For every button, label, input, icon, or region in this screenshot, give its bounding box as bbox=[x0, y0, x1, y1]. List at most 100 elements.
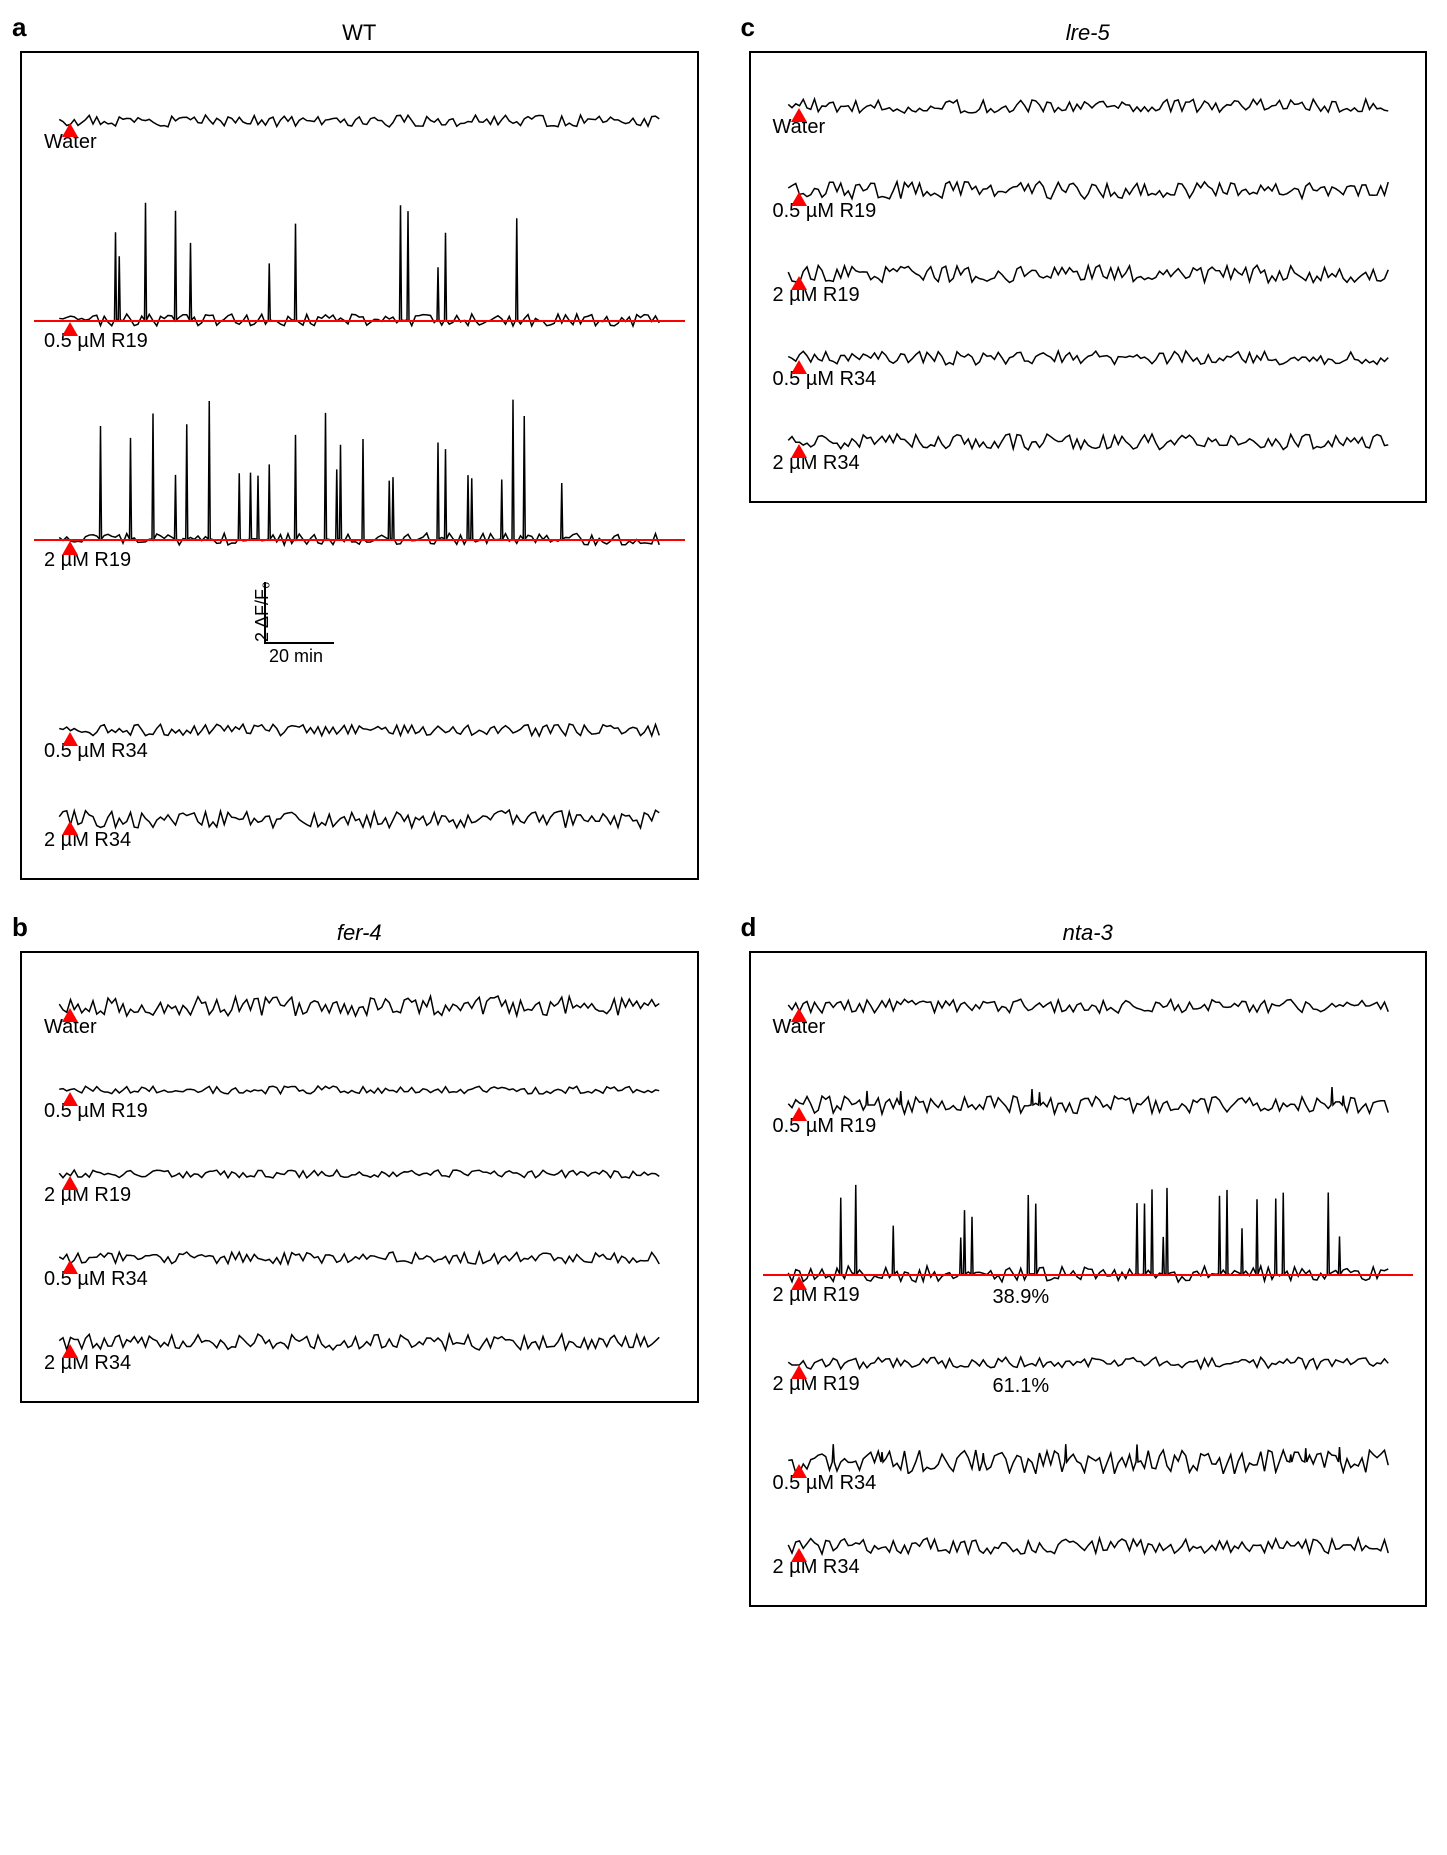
trace-svg bbox=[34, 361, 685, 551]
panel-letter: c bbox=[741, 12, 755, 43]
trace-path bbox=[788, 181, 1388, 198]
trace-svg bbox=[763, 231, 1414, 286]
trace-path bbox=[59, 996, 659, 1016]
trace-row: 0.5 µM R34 bbox=[763, 315, 1414, 391]
trace-path bbox=[59, 1252, 659, 1264]
trace-label: 2 µM R19 bbox=[773, 1373, 1414, 1396]
stimulus-arrow-icon bbox=[791, 108, 807, 122]
stimulus-arrow-icon bbox=[62, 541, 78, 555]
trace-row: 2 µM R1961.1% bbox=[763, 1315, 1414, 1396]
figure-root: aWTWater0.5 µM R192 µM R192 ΔF/F₀20 min0… bbox=[20, 20, 1427, 1607]
trace-row: 2 µM R34 bbox=[763, 1503, 1414, 1579]
panel-b: bfer-4Water0.5 µM R192 µM R190.5 µM R342… bbox=[20, 920, 699, 1607]
panel-title: nta-3 bbox=[749, 920, 1428, 946]
stimulus-arrow-icon bbox=[791, 1464, 807, 1478]
trace-row: 2 µM R19 bbox=[763, 231, 1414, 307]
trace-path bbox=[788, 434, 1388, 450]
trace-svg bbox=[763, 1315, 1414, 1375]
trace-svg bbox=[763, 399, 1414, 454]
trace-label: 0.5 µM R34 bbox=[44, 1268, 685, 1291]
trace-path bbox=[59, 1170, 659, 1178]
trace-label: Water bbox=[44, 131, 685, 154]
stimulus-arrow-icon bbox=[62, 1008, 78, 1022]
panel-box: Water 0.5 µM R19 2 µM R19 0.5 µM R34 2 µM R3… bbox=[20, 951, 699, 1403]
trace-row: 2 µM R34 bbox=[763, 399, 1414, 475]
trace-svg bbox=[763, 147, 1414, 202]
panel-letter: d bbox=[741, 912, 757, 943]
trace-row: Water bbox=[34, 63, 685, 154]
scale-bar-x-label: 20 min bbox=[269, 646, 323, 667]
trace-label: 2 µM R19 bbox=[773, 284, 1414, 307]
trace-label: Water bbox=[773, 1016, 1414, 1039]
stimulus-arrow-icon bbox=[791, 360, 807, 374]
trace-path bbox=[788, 1538, 1388, 1554]
stimulus-arrow-icon bbox=[791, 1008, 807, 1022]
stimulus-arrow-icon bbox=[791, 1548, 807, 1562]
trace-svg bbox=[763, 1503, 1414, 1558]
stimulus-arrow-icon bbox=[791, 1107, 807, 1121]
stimulus-arrow-icon bbox=[791, 1365, 807, 1379]
trace-row: Water bbox=[34, 963, 685, 1039]
trace-row: 2 µM R34 bbox=[34, 1299, 685, 1375]
panel-letter: b bbox=[12, 912, 28, 943]
trace-svg bbox=[34, 63, 685, 133]
trace-label: 2 µM R34 bbox=[773, 1556, 1414, 1579]
panel-title: fer-4 bbox=[20, 920, 699, 946]
trace-row: 0.5 µM R34 bbox=[34, 1215, 685, 1291]
trace-svg bbox=[763, 1146, 1414, 1286]
trace-label: 2 µM R34 bbox=[44, 829, 685, 852]
trace-svg bbox=[34, 963, 685, 1018]
stimulus-arrow-icon bbox=[62, 1176, 78, 1190]
trace-svg bbox=[763, 963, 1414, 1018]
trace-row: Water bbox=[763, 963, 1414, 1039]
trace-label: 0.5 µM R34 bbox=[44, 740, 685, 763]
trace-label: 2 µM R19 bbox=[773, 1284, 1414, 1307]
baseline-redline bbox=[763, 1274, 1414, 1276]
panel-c: clre-5Water0.5 µM R192 µM R190.5 µM R342… bbox=[749, 20, 1428, 880]
trace-path bbox=[788, 99, 1388, 113]
percent-label: 61.1% bbox=[993, 1375, 1050, 1398]
stimulus-arrow-icon bbox=[62, 322, 78, 336]
trace-path bbox=[788, 265, 1388, 283]
trace-svg bbox=[34, 162, 685, 332]
trace-path bbox=[59, 810, 659, 828]
panel-a: aWTWater0.5 µM R192 µM R192 ΔF/F₀20 min0… bbox=[20, 20, 699, 880]
trace-svg bbox=[763, 1047, 1414, 1117]
trace-svg bbox=[34, 682, 685, 742]
trace-path bbox=[788, 999, 1388, 1013]
trace-path bbox=[788, 1357, 1388, 1369]
trace-path bbox=[788, 1444, 1388, 1474]
trace-path bbox=[788, 1087, 1388, 1114]
panel-box: Water0.5 µM R192 µM R1938.9%2 µM R1961.1… bbox=[749, 951, 1428, 1607]
scale-bar: 2 ΔF/F₀20 min bbox=[234, 582, 685, 672]
trace-label: 0.5 µM R34 bbox=[773, 1472, 1414, 1495]
stimulus-arrow-icon bbox=[791, 276, 807, 290]
trace-path bbox=[788, 351, 1388, 365]
trace-svg bbox=[763, 315, 1414, 370]
baseline-redline bbox=[34, 539, 685, 541]
baseline-redline bbox=[34, 320, 685, 322]
trace-row: 2 µM R34 bbox=[34, 771, 685, 852]
stimulus-arrow-icon bbox=[791, 444, 807, 458]
stimulus-arrow-icon bbox=[62, 821, 78, 835]
trace-row: 0.5 µM R34 bbox=[34, 682, 685, 763]
trace-label: 2 µM R19 bbox=[44, 549, 685, 572]
trace-label: Water bbox=[44, 1016, 685, 1039]
trace-svg bbox=[34, 1047, 685, 1102]
trace-path bbox=[59, 115, 659, 127]
trace-svg bbox=[34, 1299, 685, 1354]
trace-row: 0.5 µM R19 bbox=[763, 147, 1414, 223]
trace-row: 0.5 µM R19 bbox=[34, 1047, 685, 1123]
stimulus-arrow-icon bbox=[791, 1276, 807, 1290]
trace-row: 2 µM R1938.9% bbox=[763, 1146, 1414, 1307]
trace-row: Water bbox=[763, 63, 1414, 139]
trace-row: 0.5 µM R19 bbox=[34, 162, 685, 353]
trace-path bbox=[59, 400, 659, 545]
stimulus-arrow-icon bbox=[62, 1260, 78, 1274]
trace-path bbox=[788, 1185, 1388, 1282]
trace-row: 2 µM R19 bbox=[34, 1131, 685, 1207]
trace-svg bbox=[763, 63, 1414, 118]
trace-path bbox=[59, 1086, 659, 1094]
stimulus-arrow-icon bbox=[62, 1092, 78, 1106]
trace-row: 0.5 µM R19 bbox=[763, 1047, 1414, 1138]
